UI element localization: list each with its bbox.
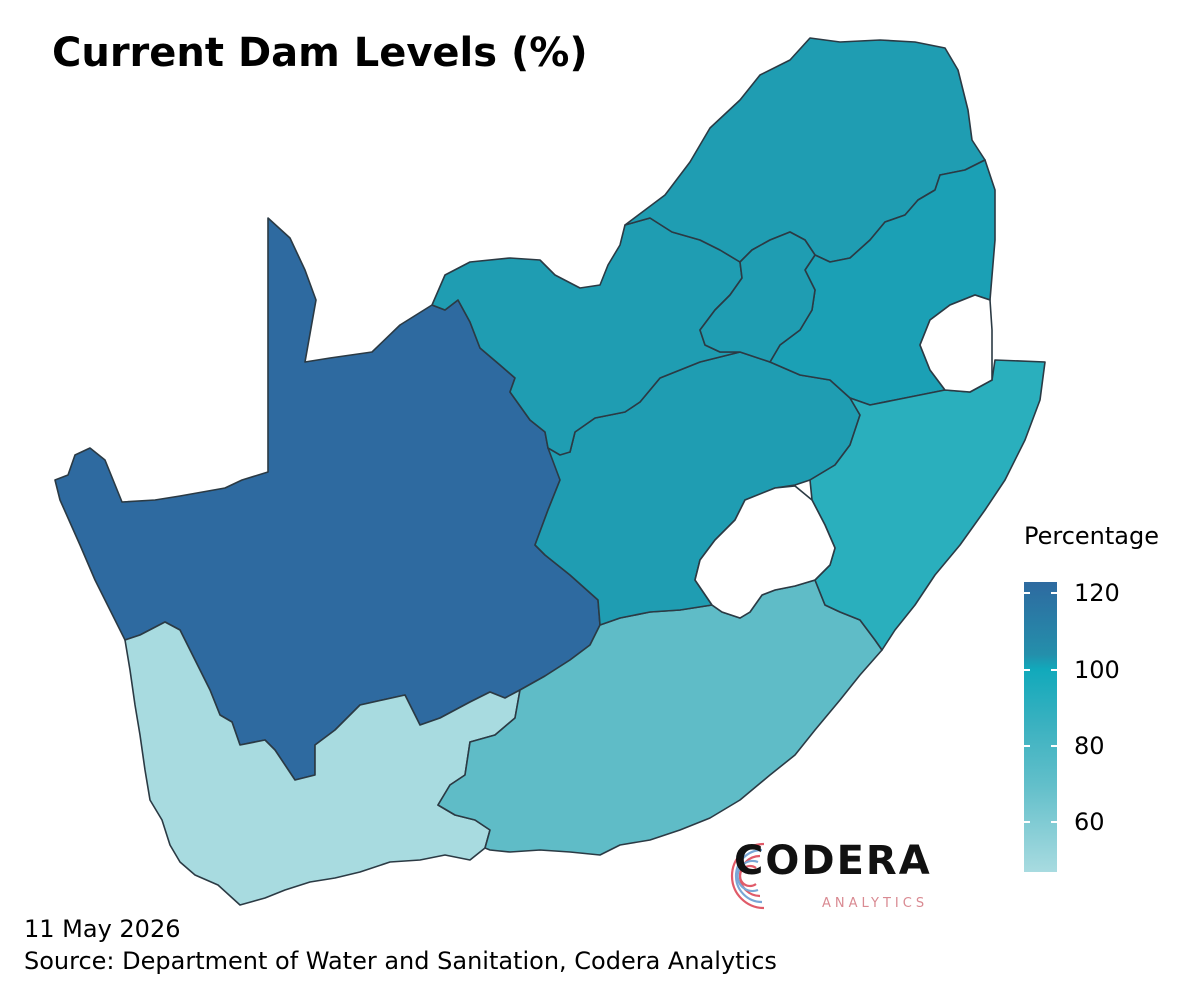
map-title: Current Dam Levels (%) [52,30,588,76]
footer-source: Source: Department of Water and Sanitati… [24,947,777,975]
province-gauteng[interactable] [699,231,816,363]
codera-logo: CODERA ANALYTICS [712,836,952,916]
eswatini-enclave [919,294,993,393]
legend-title: Percentage [1024,522,1160,550]
codera-logo-mark-icon [730,842,765,910]
legend: Percentage 120 100 80 60 [1024,522,1194,882]
legend-colorbar [1024,582,1057,872]
logo-subtitle: ANALYTICS [822,896,929,911]
legend-tick-label: 60 [1074,808,1105,837]
legend-tick-label: 80 [1074,732,1105,761]
footer: 11 May 2026 Source: Department of Water … [24,913,777,977]
lesotho-enclave [694,485,836,619]
footer-date: 11 May 2026 [24,915,181,943]
logo-wordmark: CODERA [734,838,932,884]
legend-tick-label: 100 [1074,655,1120,684]
legend-tick-label: 120 [1074,579,1120,608]
